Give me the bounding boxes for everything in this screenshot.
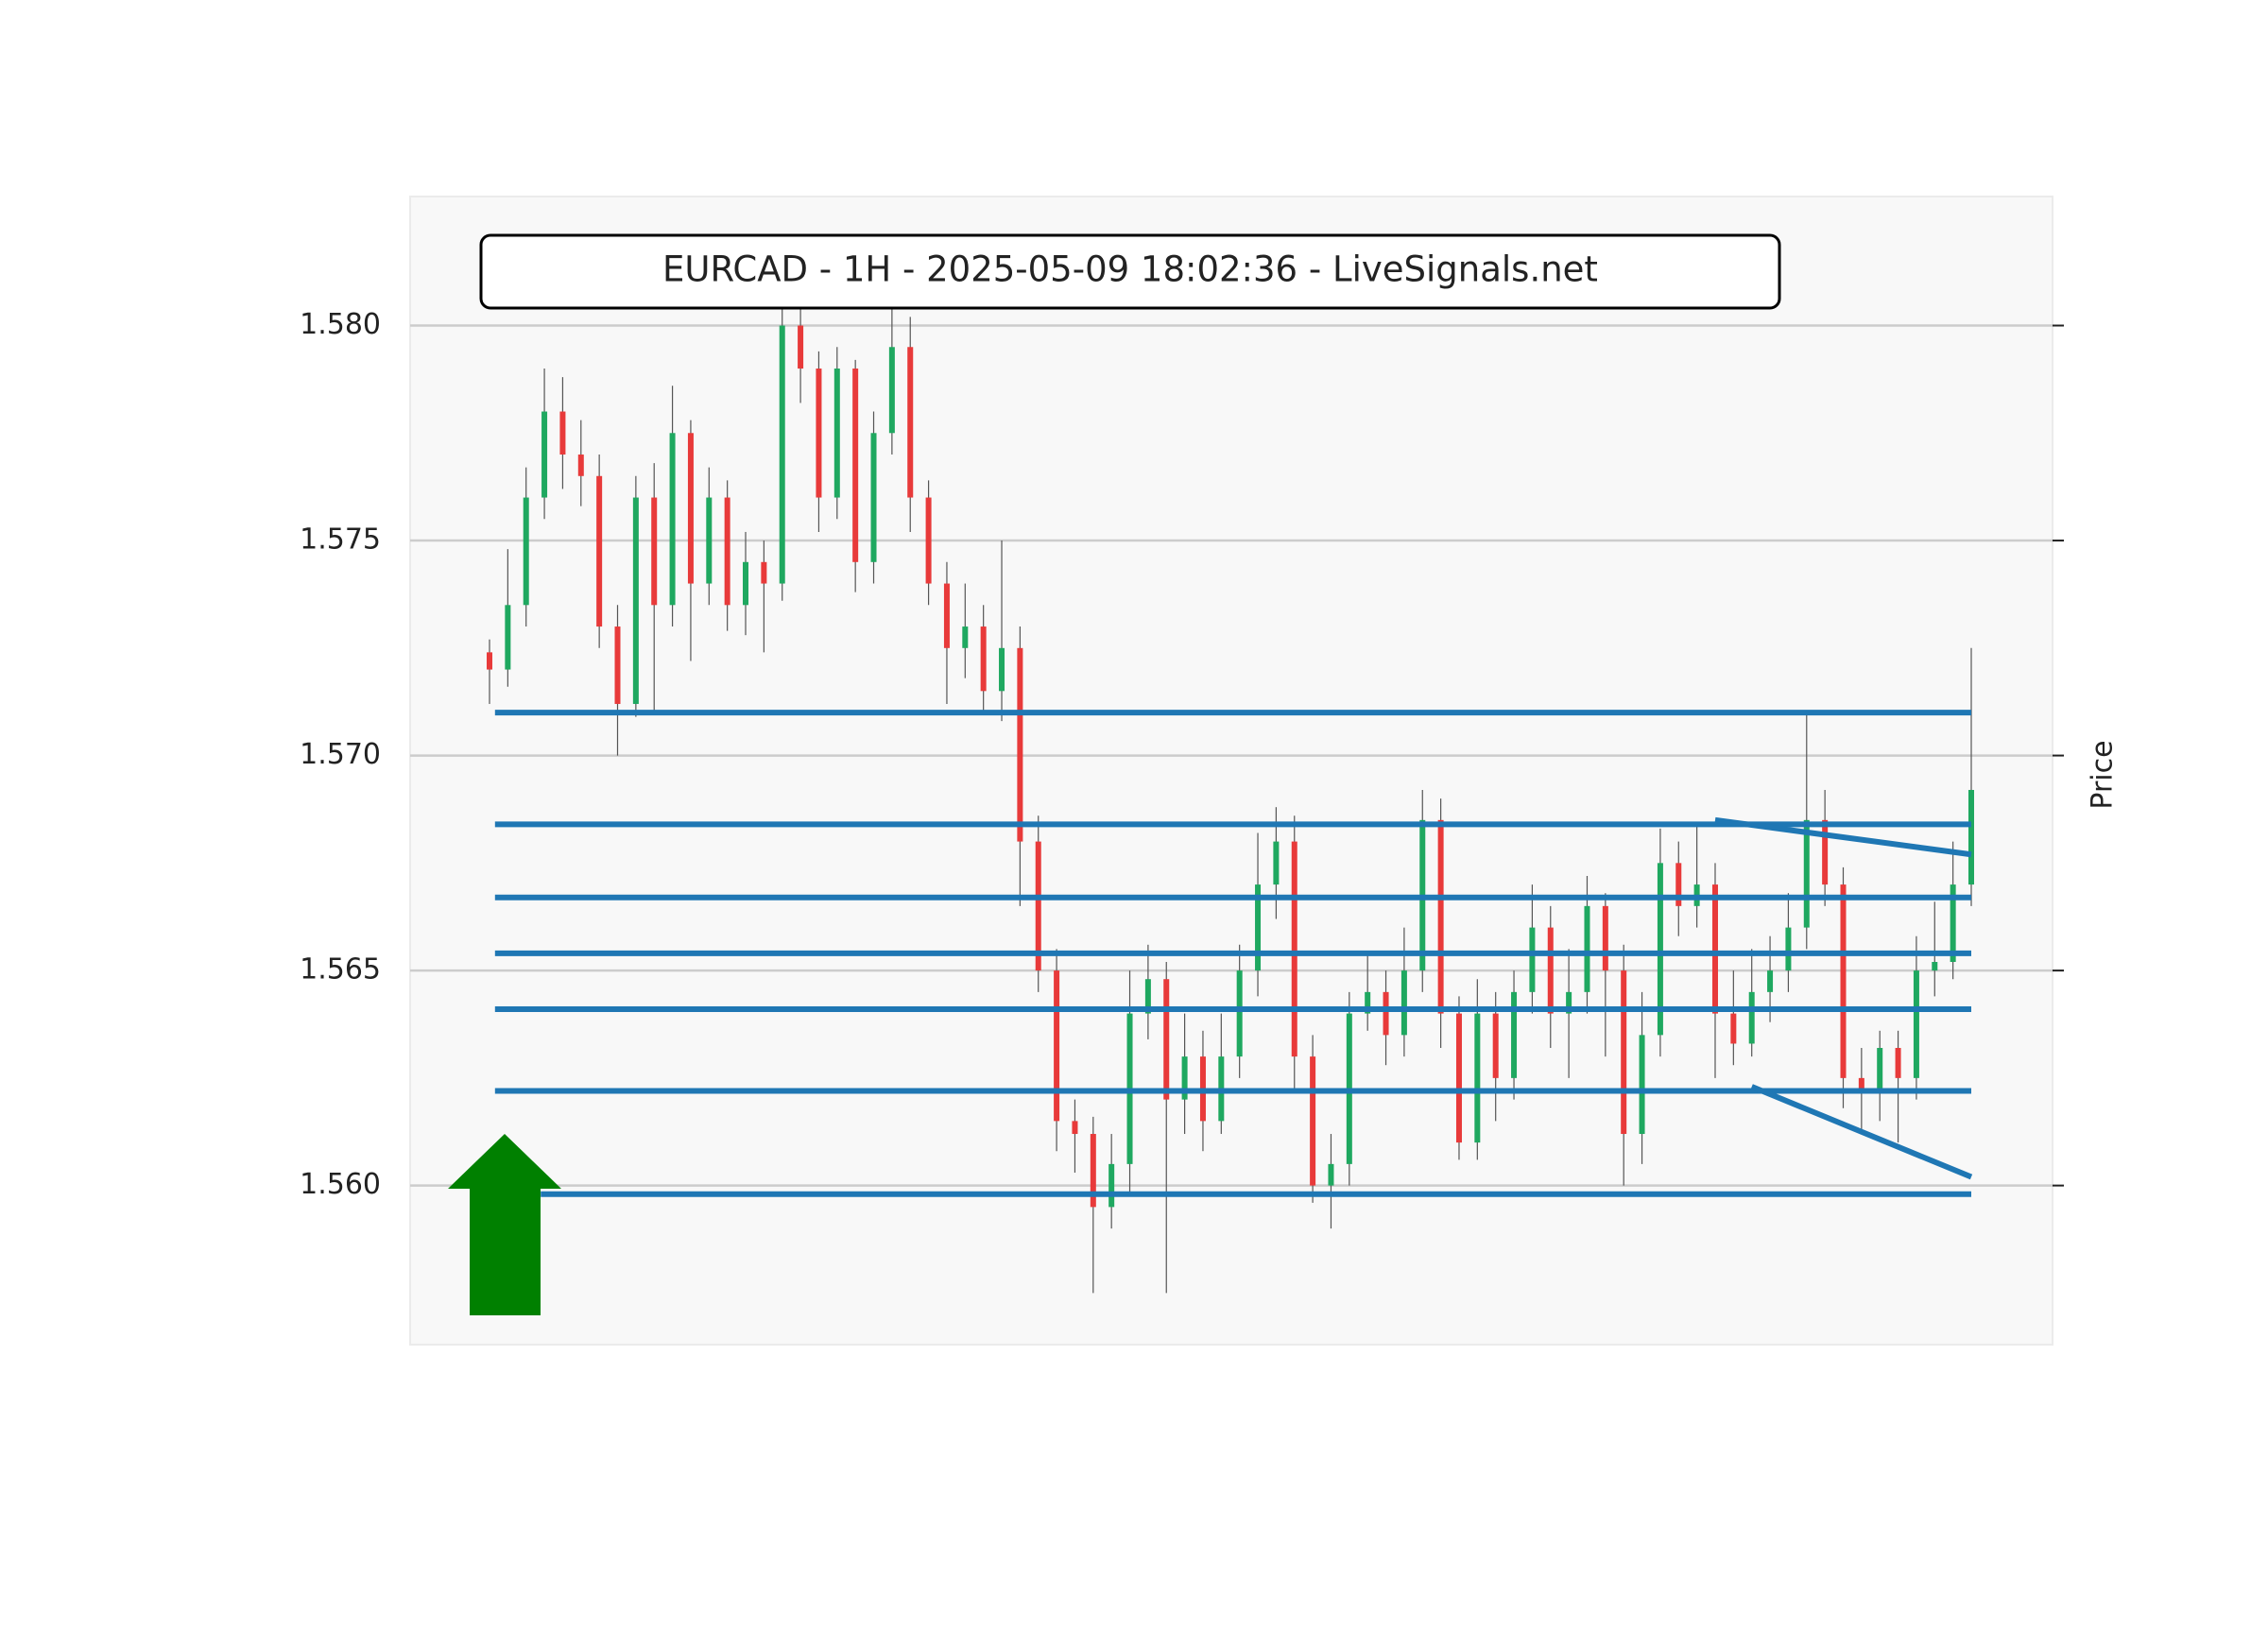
candle-body [1932,962,1938,971]
candle-body [1437,819,1444,1014]
candle-body [1767,970,1774,992]
candle-body [632,497,639,704]
candle-body [1474,1013,1481,1143]
candle-body [724,497,730,606]
candle-body [798,325,804,369]
candle-body [505,605,511,670]
y-tick-label: 1.560 [300,1168,381,1201]
candle-body [1858,1077,1864,1091]
candle-body [943,583,950,648]
candle-body [1400,970,1407,1036]
candle-body [1968,789,1974,885]
candle-body [743,561,749,606]
candle-body [816,369,822,498]
candle-body [1365,991,1371,1014]
candle-body [1675,863,1682,906]
candle-body [1310,1056,1316,1186]
candle-body [925,497,932,584]
y-tick-label: 1.575 [300,523,381,557]
candle-body [1950,884,1956,962]
candle-body [1895,1048,1901,1078]
candle-body [1511,991,1518,1078]
candle-body [761,561,767,584]
candle-body [1584,905,1590,992]
candle-body [1054,970,1060,1122]
candle-body [852,369,859,562]
candle-body [687,433,694,584]
candle-body [577,455,584,476]
candle-body [1383,991,1389,1036]
candle-body [1181,1056,1188,1100]
candle-body [1711,884,1718,1014]
candle-body [980,626,987,692]
candle-body [1877,1048,1883,1091]
candle-body [888,347,895,434]
candle-body [833,369,840,498]
candle-body [1035,841,1041,971]
candle-body [523,497,529,606]
title-box [479,233,1781,310]
candle-body [1273,841,1280,885]
y-tick-label: 1.565 [300,953,381,987]
candle-body [1547,927,1554,1014]
chart-title: EURCAD - 1H - 2025-05-09 18:02:36 - Live… [662,249,1598,290]
plot-area [409,196,2053,1346]
candle-body [1291,841,1297,1057]
candle-body [1840,884,1847,1078]
candle-body [1621,970,1627,1135]
candle-body [1328,1163,1334,1186]
candle-body [1803,819,1810,928]
candle-body [596,475,603,627]
candle-body [1913,970,1919,1078]
candle-body [999,647,1005,692]
candle-body [559,411,566,455]
candle-body [1602,905,1608,971]
y-tick-label: 1.570 [300,738,381,771]
candle-body [962,626,969,648]
candle-body [907,347,914,498]
candle-body [1090,1134,1096,1208]
candle-body [1455,1013,1462,1143]
grid [410,324,2064,1187]
candle-body [1748,991,1755,1044]
candle-body [541,411,548,498]
candle-body [1566,991,1572,1014]
candle-body [779,325,785,584]
y-tick-label: 1.580 [300,308,381,341]
candle-body [1492,1013,1499,1078]
level-line [1750,1084,1973,1180]
candle-body [1255,884,1262,971]
y-axis-label: Price [2087,740,2120,809]
candle-body [1730,1013,1737,1044]
candle-body [1144,979,1151,1014]
candle-body [651,497,658,606]
levels [494,710,1973,1197]
candle-body [1108,1163,1115,1208]
candle-body [1072,1121,1078,1135]
signal-arrow [448,1134,561,1315]
candle-body [1017,647,1023,842]
candle-body [1785,927,1792,971]
candle-body [487,652,492,670]
candle-body [1639,1035,1645,1135]
candle-body [706,497,713,584]
candle-body [614,626,621,704]
candle-body [669,433,676,606]
candle-body [1236,970,1243,1057]
candle-body [1822,819,1829,885]
candle-body [1657,863,1663,1036]
candle-body [1163,979,1170,1100]
candle-body [870,433,877,562]
level-line [1714,816,1972,858]
candle-body [1529,927,1536,992]
